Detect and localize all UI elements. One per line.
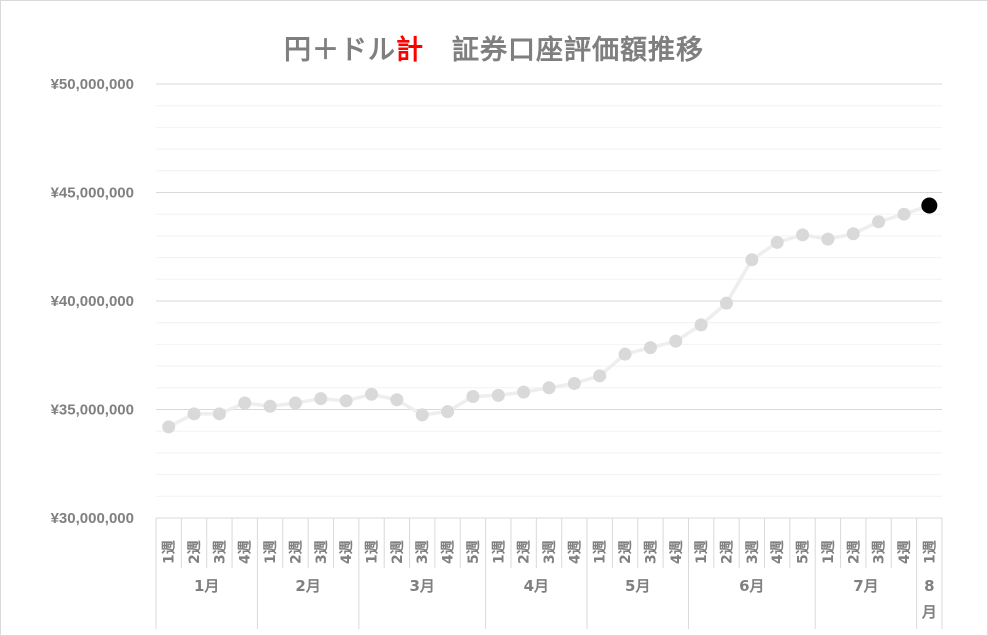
data-point <box>897 207 911 221</box>
data-point <box>821 232 835 246</box>
week-tick-label: 2週 <box>288 540 304 564</box>
data-point <box>162 420 176 434</box>
month-tick-label: 6月 <box>739 577 764 595</box>
week-tick-label: 4週 <box>238 540 254 564</box>
week-tick-label: 1週 <box>263 540 279 564</box>
week-tick-label: 4週 <box>669 540 685 564</box>
data-point <box>593 369 607 383</box>
week-tick-label: 1週 <box>821 540 837 564</box>
month-tick-label-suffix: 月 <box>921 603 937 621</box>
chart-title: 円＋ドル計 証券口座評価額推移 <box>0 28 988 67</box>
week-tick-label: 2週 <box>390 540 406 564</box>
data-point <box>846 227 860 241</box>
y-tick-label: ¥50,000,000 <box>51 76 134 93</box>
week-tick-label: 1週 <box>491 540 507 564</box>
title-part-accent: 計 <box>396 35 424 66</box>
week-tick-label: 1週 <box>593 540 609 564</box>
title-part-1: 円＋ドル <box>284 35 396 66</box>
data-point <box>187 407 201 421</box>
y-tick-label: ¥40,000,000 <box>51 293 134 310</box>
month-tick-label: 5月 <box>625 577 650 595</box>
data-point <box>339 394 353 408</box>
data-point <box>669 334 683 348</box>
y-tick-label: ¥45,000,000 <box>51 185 134 202</box>
week-tick-label: 2週 <box>846 540 862 564</box>
week-tick-label: 2週 <box>618 540 634 564</box>
week-tick-label: 4週 <box>897 540 913 564</box>
week-tick-label: 3週 <box>745 540 761 564</box>
data-point <box>238 396 252 410</box>
week-tick-label: 4週 <box>339 540 355 564</box>
data-point <box>618 347 632 361</box>
title-part-2: 証券口座評価額推移 <box>424 35 704 66</box>
week-tick-label: 5週 <box>796 540 812 564</box>
month-tick-label: 3月 <box>410 577 435 595</box>
data-point <box>390 393 404 407</box>
week-tick-label: 5週 <box>466 540 482 564</box>
data-point <box>643 341 657 355</box>
data-point <box>415 408 429 422</box>
data-point <box>365 387 379 401</box>
data-point <box>719 296 733 310</box>
month-tick-label: 7月 <box>853 577 878 595</box>
data-point <box>288 396 302 410</box>
data-point <box>796 228 810 242</box>
week-tick-label: 4週 <box>441 540 457 564</box>
week-tick-label: 1週 <box>694 540 710 564</box>
data-point <box>567 376 581 390</box>
data-point <box>263 399 277 413</box>
month-tick-label: 8 <box>924 577 934 595</box>
data-point <box>314 392 328 406</box>
week-tick-label: 3週 <box>212 540 228 564</box>
week-tick-label: 1週 <box>365 540 381 564</box>
week-tick-label: 3週 <box>872 540 888 564</box>
data-point <box>694 318 708 332</box>
month-tick-label: 2月 <box>295 577 320 595</box>
week-tick-label: 3週 <box>415 540 431 564</box>
week-tick-label: 1週 <box>162 540 178 564</box>
month-tick-label: 1月 <box>194 577 219 595</box>
month-tick-label: 4月 <box>524 577 549 595</box>
week-tick-label: 3週 <box>643 540 659 564</box>
data-point <box>542 381 556 395</box>
latest-data-point <box>921 197 938 214</box>
week-tick-label: 2週 <box>517 540 533 564</box>
data-point <box>517 385 531 399</box>
data-point <box>770 235 784 249</box>
week-tick-label: 3週 <box>542 540 558 564</box>
data-point <box>491 388 505 402</box>
week-tick-label: 2週 <box>719 540 735 564</box>
week-tick-label: 3週 <box>314 540 330 564</box>
week-tick-label: 2週 <box>187 540 203 564</box>
data-point <box>745 253 759 267</box>
data-point <box>466 389 480 403</box>
week-tick-label: 1週 <box>922 540 938 564</box>
week-tick-label: 4週 <box>567 540 583 564</box>
y-tick-label: ¥30,000,000 <box>51 510 134 527</box>
data-point <box>212 407 226 421</box>
y-tick-label: ¥35,000,000 <box>51 402 134 419</box>
data-point <box>872 215 886 229</box>
data-point <box>441 405 455 419</box>
week-tick-label: 4週 <box>770 540 786 564</box>
